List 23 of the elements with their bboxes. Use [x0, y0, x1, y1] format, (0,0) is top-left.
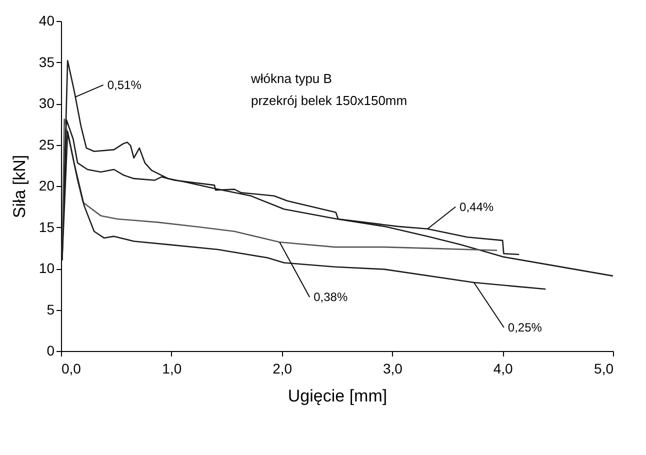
y-tick-label: 0 — [46, 342, 55, 358]
y-tick-label: 35 — [38, 54, 55, 70]
x-tick-label: 3,0 — [382, 360, 403, 376]
annotation: 0,51% — [107, 78, 142, 92]
y-axis-title: Siła [kN] — [10, 154, 29, 218]
x-tick-label: 5,0 — [594, 360, 614, 376]
annotation: 0,25% — [508, 320, 542, 335]
annotation: włókna typu B — [250, 71, 332, 86]
x-axis-title: Ugięcie [mm] — [288, 386, 388, 406]
x-tick-label: 1,0 — [162, 360, 182, 376]
annotation: przekrój belek 150x150mm — [251, 93, 408, 108]
y-tick-label: 20 — [38, 178, 55, 194]
x-tick-label: 2,0 — [272, 360, 292, 376]
x-tick-label: 4,0 — [493, 360, 514, 376]
y-tick-label: 25 — [38, 136, 55, 152]
annotation: 0,38% — [314, 290, 348, 304]
y-tick-label: 15 — [38, 218, 55, 235]
y-tick-label: 30 — [38, 95, 55, 111]
y-tick-label: 40 — [38, 12, 55, 28]
y-tick-label: 5 — [46, 301, 55, 318]
x-tick-label: 0,0 — [62, 360, 82, 376]
annotation: 0,44% — [460, 200, 494, 214]
y-tick-label: 10 — [38, 260, 55, 276]
